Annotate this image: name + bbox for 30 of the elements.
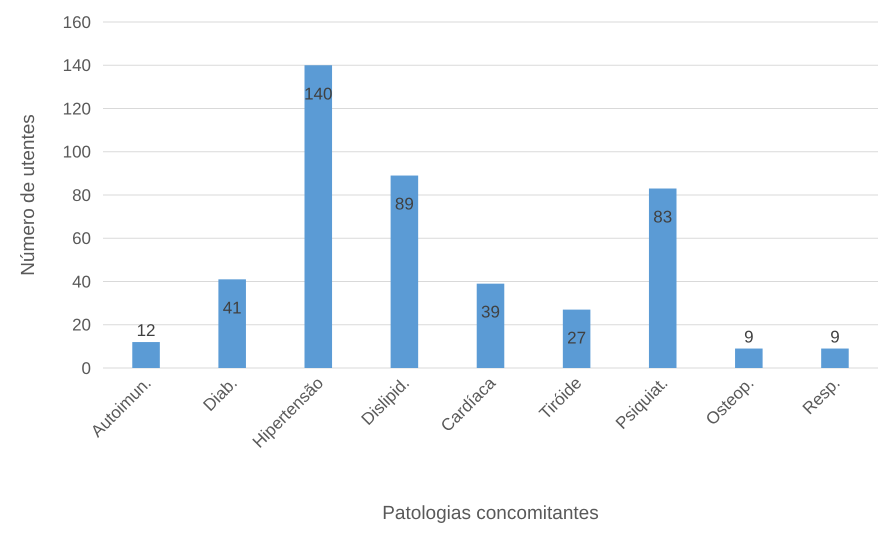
x-axis-title: Patologias concomitantes [382, 503, 599, 524]
data-label: 140 [304, 84, 332, 104]
bar [304, 65, 332, 368]
y-tick-label: 60 [72, 229, 91, 248]
y-tick-label: 120 [62, 99, 91, 118]
y-tick-label: 160 [62, 12, 91, 32]
data-label: 27 [567, 328, 586, 348]
bar [648, 188, 676, 368]
y-tick-label: 0 [82, 358, 91, 378]
data-label: 9 [830, 328, 840, 347]
data-label: 12 [136, 321, 156, 340]
bar [218, 279, 246, 368]
data-label: 83 [653, 208, 672, 227]
bar [821, 348, 849, 368]
y-tick-label: 100 [62, 142, 91, 162]
y-tick-label: 20 [72, 316, 91, 335]
x-tick-label: Diab. [199, 373, 241, 415]
bar [476, 284, 504, 368]
y-tick-label: 80 [72, 186, 91, 205]
bar [132, 342, 160, 368]
data-label: 89 [394, 194, 414, 214]
data-label: 41 [222, 298, 242, 318]
data-label: 9 [744, 328, 754, 347]
bar [735, 348, 763, 368]
bar [562, 310, 590, 368]
data-label: 39 [481, 302, 500, 322]
y-tick-label: 40 [72, 272, 91, 292]
bar [390, 176, 418, 368]
y-axis-title: Número de utentes [18, 114, 39, 276]
y-tick-label: 140 [62, 56, 91, 76]
